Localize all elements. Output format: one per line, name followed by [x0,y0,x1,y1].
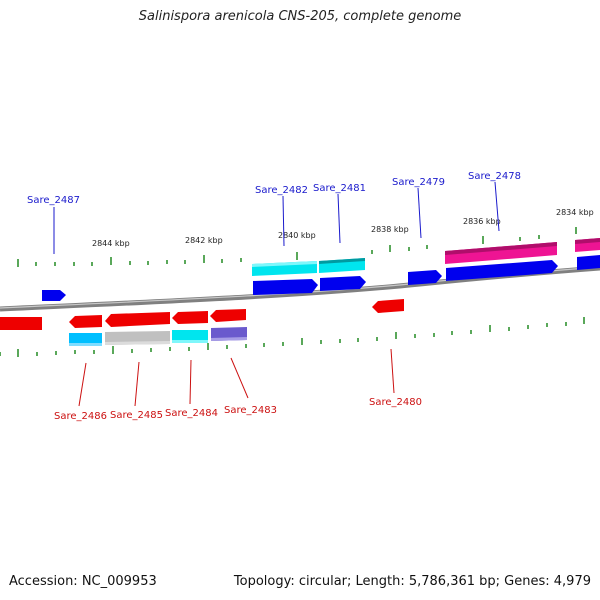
gene-sare-2479[interactable] [408,270,442,285]
gene-sare-2484[interactable] [172,311,208,324]
gene-label-sare-2486[interactable]: Sare_2486 [54,411,107,422]
gene-label-sare-2482[interactable]: Sare_2482 [255,185,308,196]
tick-label-2836: 2836 kbp [463,217,501,226]
gene-sare-2480[interactable] [372,299,404,313]
upper-feature-track [252,238,600,276]
tick-label-2842: 2842 kbp [185,236,223,245]
gene-label-sare-2479[interactable]: Sare_2479 [392,177,445,188]
gene-label-sare-2487[interactable]: Sare_2487 [27,195,80,206]
tick-label-2834: 2834 kbp [556,208,594,217]
tick-label-2838: 2838 kbp [371,225,409,234]
gene-label-sare-2480[interactable]: Sare_2480 [369,397,422,408]
gene-label-sare-2483[interactable]: Sare_2483 [224,405,277,416]
gene-sare-2483[interactable] [210,309,246,322]
gene-label-sare-2478[interactable]: Sare_2478 [468,171,521,182]
gene-label-sare-2485[interactable]: Sare_2485 [110,410,163,421]
gene-sare-2486[interactable] [69,315,102,328]
gene-sare-2487[interactable] [42,290,66,301]
lower-tick-row [0,317,585,357]
gene-sare-2481[interactable] [320,276,366,291]
gene-label-sare-2484[interactable]: Sare_2484 [165,408,218,419]
gene-reverse-edge[interactable] [0,317,42,330]
gene-label-sare-2481[interactable]: Sare_2481 [313,183,366,194]
gene-sare-2478[interactable] [446,260,558,281]
genome-summary-label: Topology: circular; Length: 5,786,361 bp… [233,574,591,589]
upper-tick-row [17,227,577,267]
gene-forward-edge[interactable] [577,255,600,270]
forward-gene-track [42,255,600,301]
reverse-gene-track [0,299,404,330]
tick-label-2844: 2844 kbp [92,239,130,248]
feature-cyan-2484[interactable] [172,330,208,343]
lower-feature-track [69,327,247,346]
accession-label: Accession: NC_009953 [9,574,157,589]
gene-sare-2485[interactable] [105,312,170,327]
label-leaders [53,181,500,407]
map-title: Salinispora arenicola CNS-205, complete … [138,9,462,24]
tick-label-2840: 2840 kbp [278,231,316,240]
gene-sare-2482[interactable] [253,279,318,295]
feature-cyan-2486[interactable] [69,333,102,346]
